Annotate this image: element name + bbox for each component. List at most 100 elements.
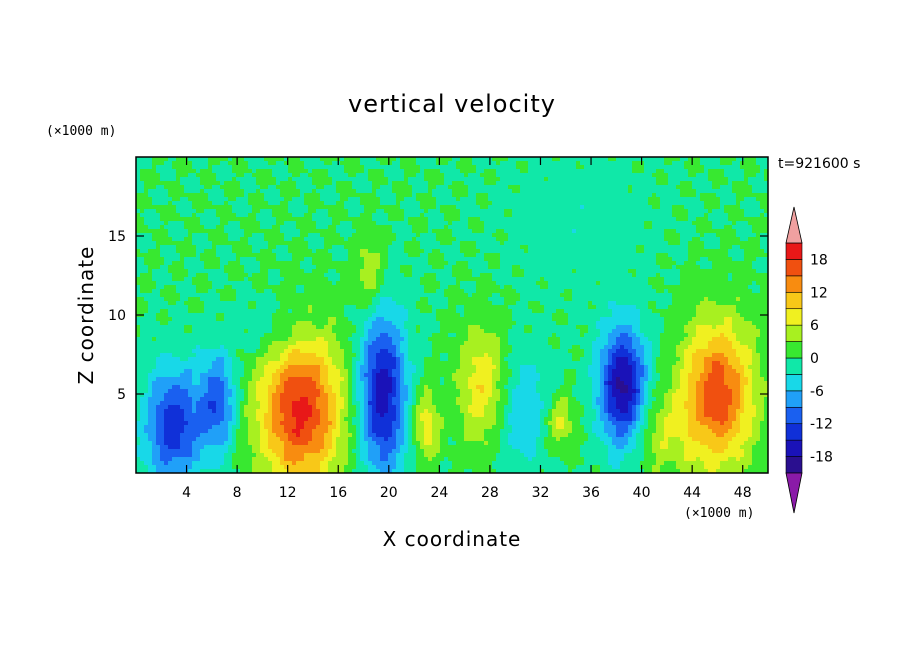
- contour-cell: [380, 265, 385, 270]
- contour-cell: [604, 173, 609, 178]
- contour-cell: [504, 277, 509, 282]
- contour-cell: [688, 201, 693, 206]
- contour-cell: [560, 185, 565, 190]
- contour-cell: [232, 209, 237, 214]
- contour-cell: [468, 169, 473, 174]
- contour-cell: [428, 245, 433, 250]
- contour-cell: [396, 221, 401, 226]
- contour-cell: [220, 277, 225, 282]
- contour-cell: [292, 217, 297, 222]
- contour-cell: [520, 245, 525, 250]
- contour-cell: [536, 193, 541, 198]
- contour-cell: [408, 245, 413, 250]
- contour-cell: [284, 229, 289, 234]
- contour-cell: [484, 201, 489, 206]
- contour-cell: [556, 229, 561, 234]
- contour-cell: [208, 249, 213, 254]
- contour-cell: [684, 225, 689, 230]
- contour-cell: [344, 197, 349, 202]
- contour-cell: [444, 177, 449, 182]
- contour-cell: [228, 225, 233, 230]
- contour-cell: [416, 161, 421, 166]
- contour-cell: [436, 205, 441, 210]
- contour-cell: [192, 161, 197, 166]
- contour-cell: [552, 269, 557, 274]
- contour-cell: [304, 197, 309, 202]
- contour-cell: [236, 197, 241, 202]
- contour-cell: [668, 213, 673, 218]
- contour-cell: [560, 213, 565, 218]
- contour-cell: [264, 257, 269, 262]
- contour-cell: [732, 205, 737, 210]
- contour-cell: [756, 217, 761, 222]
- contour-cell: [144, 233, 149, 238]
- contour-cell: [520, 169, 525, 174]
- contour-cell: [660, 217, 665, 222]
- contour-cell: [244, 241, 249, 246]
- contour-cell: [340, 193, 345, 198]
- contour-cell: [464, 229, 469, 234]
- contour-cell: [492, 249, 497, 254]
- contour-cell: [176, 201, 181, 206]
- contour-cell: [444, 245, 449, 250]
- contour-cell: [612, 213, 617, 218]
- contour-cell: [636, 161, 641, 166]
- contour-cell: [756, 261, 761, 266]
- contour-cell: [416, 273, 421, 278]
- contour-cell: [736, 197, 741, 202]
- contour-cell: [352, 181, 357, 186]
- contour-cell: [652, 273, 657, 278]
- contour-cell: [656, 225, 661, 230]
- contour-cell: [368, 241, 373, 246]
- contour-cell: [608, 265, 613, 270]
- contour-cell: [376, 173, 381, 178]
- contour-cell: [508, 157, 513, 162]
- contour-cell: [456, 229, 461, 234]
- contour-cell: [248, 233, 253, 238]
- contour-cell: [424, 201, 429, 206]
- contour-cell: [692, 273, 697, 278]
- contour-cell: [240, 261, 245, 266]
- contour-cell: [680, 193, 685, 198]
- contour-cell: [596, 257, 601, 262]
- contour-cell: [568, 277, 573, 282]
- contour-cell: [312, 269, 317, 274]
- contour-cell: [532, 217, 537, 222]
- contour-cell: [632, 157, 637, 162]
- contour-cell: [224, 169, 229, 174]
- contour-cell: [432, 205, 437, 210]
- contour-cell: [580, 237, 585, 242]
- contour-cell: [232, 173, 237, 178]
- contour-cell: [240, 225, 245, 230]
- contour-cell: [624, 213, 629, 218]
- contour-cell: [392, 269, 397, 274]
- contour-cell: [612, 221, 617, 226]
- contour-cell: [624, 201, 629, 206]
- contour-cell: [232, 217, 237, 222]
- contour-cell: [708, 249, 713, 254]
- contour-cell: [236, 257, 241, 262]
- contour-cell: [668, 261, 673, 266]
- contour-cell: [516, 253, 521, 258]
- contour-cell: [704, 249, 709, 254]
- contour-cell: [288, 205, 293, 210]
- contour-cell: [388, 205, 393, 210]
- contour-cell: [212, 173, 217, 178]
- contour-cell: [656, 193, 661, 198]
- contour-cell: [596, 217, 601, 222]
- contour-cell: [444, 221, 449, 226]
- contour-cell: [188, 221, 193, 226]
- contour-cell: [352, 277, 357, 282]
- contour-cell: [188, 157, 193, 162]
- contour-cell: [548, 193, 553, 198]
- contour-cell: [272, 221, 277, 226]
- contour-cell: [252, 245, 257, 250]
- contour-cell: [568, 217, 573, 222]
- contour-cell: [336, 173, 341, 178]
- contour-cell: [392, 189, 397, 194]
- contour-cell: [220, 273, 225, 278]
- contour-cell: [724, 161, 729, 166]
- contour-cell: [516, 161, 521, 166]
- contour-cell: [440, 277, 445, 282]
- contour-cell: [544, 157, 549, 162]
